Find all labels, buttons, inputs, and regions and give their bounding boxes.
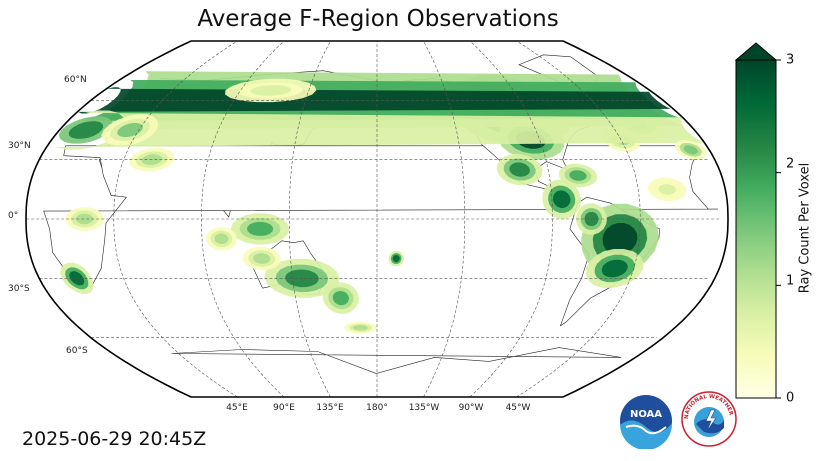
lat-label-30n: 30°N bbox=[8, 141, 31, 151]
meridian-90 bbox=[201, 41, 285, 397]
lon-label-90e: 90°E bbox=[273, 403, 295, 413]
observation-patch-6-2 bbox=[601, 259, 628, 278]
lon-label-45w: 45°W bbox=[505, 403, 531, 413]
lon-label-45e: 45°E bbox=[226, 403, 248, 413]
observation-patch-14-2 bbox=[250, 85, 292, 96]
lat-label-60n: 60°N bbox=[64, 75, 87, 85]
nws-logo: NATIONAL WEATHER SERVICE bbox=[680, 390, 737, 447]
map-title: Average F-Region Observations bbox=[197, 6, 559, 32]
observation-patch-15-2 bbox=[246, 221, 274, 236]
landmass-6 bbox=[171, 347, 622, 374]
observation-patch-11-2 bbox=[68, 121, 104, 139]
observation-patch-17-2 bbox=[332, 291, 349, 306]
meridian-45 bbox=[113, 41, 238, 397]
observation-patch-24-2 bbox=[683, 145, 698, 155]
observation-patch-25-2 bbox=[658, 184, 676, 195]
meridian-135 bbox=[288, 41, 331, 397]
noaa-logo: NOAA bbox=[620, 395, 673, 449]
colorbar-tick-2: 2 bbox=[786, 156, 795, 172]
colorbar-gradient bbox=[735, 59, 777, 399]
svg-text:NOAA: NOAA bbox=[630, 409, 662, 420]
colorbar-extend-arrow bbox=[734, 42, 778, 61]
observation-patch-3-2 bbox=[552, 190, 571, 208]
observation-patch-5-2 bbox=[602, 223, 638, 255]
lat-label-60s: 60°S bbox=[66, 346, 88, 356]
observation-density-layer bbox=[55, 71, 707, 334]
observation-patch-23-2 bbox=[214, 233, 229, 244]
colorbar-tick-1: 1 bbox=[786, 273, 795, 289]
lon-label-135w: 135°W bbox=[408, 403, 440, 413]
lon-label-180: 180° bbox=[366, 403, 388, 413]
observation-patch-22-2 bbox=[75, 213, 94, 225]
observation-patch-18-2 bbox=[253, 253, 271, 264]
meridian--90 bbox=[469, 41, 553, 397]
lon-label-135e: 135°E bbox=[316, 403, 344, 413]
lon-label-90w: 90°W bbox=[458, 403, 484, 413]
colorbar-tick-0: 0 bbox=[786, 390, 795, 406]
observation-patch-19-2 bbox=[353, 325, 368, 331]
lat-label-0: 0° bbox=[8, 211, 19, 221]
observation-patch-2-2 bbox=[509, 162, 530, 177]
lat-label-30s: 30°S bbox=[8, 284, 30, 294]
observation-patch-20-2 bbox=[392, 255, 400, 263]
observation-patch-4-2 bbox=[569, 170, 587, 181]
meridian--135 bbox=[423, 41, 466, 397]
colorbar-label: Ray Count Per Voxel bbox=[797, 162, 813, 294]
observation-patch-11-0 bbox=[55, 110, 704, 150]
graticule bbox=[26, 41, 721, 397]
meridian--45 bbox=[516, 41, 641, 397]
colorbar-tick-3: 3 bbox=[786, 52, 795, 68]
map-boundary bbox=[25, 40, 729, 398]
timestamp: 2025-06-29 20:45Z bbox=[22, 428, 207, 450]
